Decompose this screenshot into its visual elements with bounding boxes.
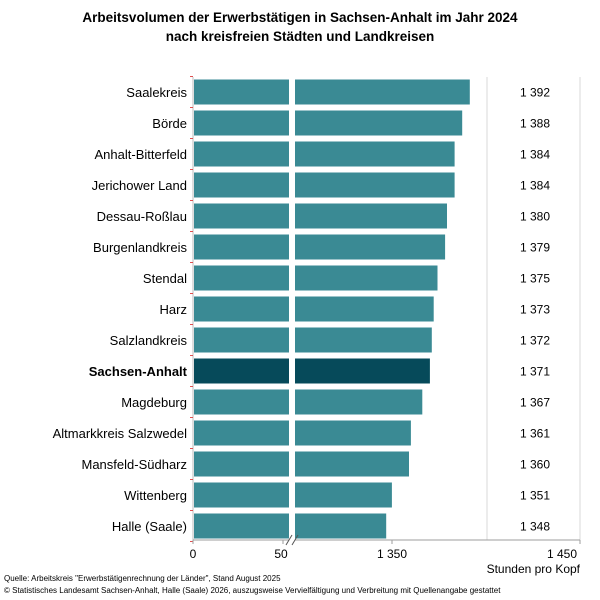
value-label: 1 348: [520, 520, 550, 534]
value-label: 1 373: [520, 303, 550, 317]
category-label: Halle (Saale): [112, 519, 187, 534]
bar-segment-left: [194, 141, 289, 167]
value-label: 1 379: [520, 241, 550, 255]
copyright-note: © Statistisches Landesamt Sachsen-Anhalt…: [4, 586, 501, 595]
bar: [295, 451, 409, 477]
value-label: 1 361: [520, 427, 550, 441]
axis-break-mark: [285, 534, 293, 546]
x-tick-label: 1 450: [547, 547, 577, 561]
bar-segment-left: [194, 296, 289, 322]
bar: [295, 203, 447, 229]
source-note: Quelle: Arbeitskreis "Erwerbstätigenrech…: [4, 574, 281, 583]
x-tick-label: 1 350: [377, 547, 407, 561]
bar: [295, 327, 432, 353]
bar-segment-left: [194, 79, 289, 105]
bar-segment-left: [194, 482, 289, 508]
bar: [295, 389, 423, 415]
category-label: Wittenberg: [124, 488, 187, 503]
category-label: Burgenlandkreis: [93, 240, 187, 255]
value-label: 1 367: [520, 396, 550, 410]
category-label: Dessau-Roßlau: [97, 209, 187, 224]
bar: [295, 172, 455, 198]
category-label: Altmarkkreis Salzwedel: [53, 426, 187, 441]
bar: [295, 265, 438, 291]
bar: [295, 482, 392, 508]
category-label: Magdeburg: [121, 395, 187, 410]
category-label: Sachsen-Anhalt: [89, 364, 188, 379]
bar: [295, 358, 430, 384]
bar: [295, 513, 387, 539]
value-label: 1 372: [520, 334, 550, 348]
x-axis-title: Stunden pro Kopf: [487, 562, 581, 576]
category-label: Saalekreis: [126, 85, 187, 100]
bar-segment-left: [194, 358, 289, 384]
x-tick-label: 50: [274, 547, 288, 561]
bar: [295, 141, 455, 167]
bar-segment-left: [194, 513, 289, 539]
value-label: 1 371: [520, 365, 550, 379]
category-label: Harz: [160, 302, 187, 317]
value-label: 1 392: [520, 86, 550, 100]
value-label: 1 388: [520, 117, 550, 131]
bar-segment-left: [194, 451, 289, 477]
bar-segment-left: [194, 234, 289, 260]
bar-segment-left: [194, 389, 289, 415]
bar-segment-left: [194, 327, 289, 353]
value-label: 1 384: [520, 148, 550, 162]
chart-title: Arbeitsvolumen der Erwerbstätigen in Sac…: [0, 8, 600, 46]
value-label: 1 375: [520, 272, 550, 286]
bar-segment-left: [194, 110, 289, 136]
chart-title-line-2: nach kreisfreien Städten und Landkreisen: [165, 29, 435, 44]
bar: [295, 420, 411, 446]
bar: [295, 234, 446, 260]
bar-segment-left: [194, 172, 289, 198]
chart-title-line-1: Arbeitsvolumen der Erwerbstätigen in Sac…: [82, 10, 518, 25]
value-label: 1 384: [520, 179, 550, 193]
value-label: 1 351: [520, 489, 550, 503]
value-label: 1 360: [520, 458, 550, 472]
bar: [295, 110, 463, 136]
category-label: Salzlandkreis: [110, 333, 188, 348]
category-label: Anhalt-Bitterfeld: [95, 147, 188, 162]
bar-segment-left: [194, 265, 289, 291]
bar: [295, 296, 434, 322]
category-label: Stendal: [143, 271, 187, 286]
category-label: Mansfeld-Südharz: [82, 457, 188, 472]
value-label: 1 380: [520, 210, 550, 224]
x-tick-label: 0: [190, 547, 197, 561]
axis-break-mark: [291, 534, 299, 546]
bar-segment-left: [194, 203, 289, 229]
category-label: Börde: [152, 116, 187, 131]
category-label: Jerichower Land: [92, 178, 187, 193]
bar-segment-left: [194, 420, 289, 446]
bar: [295, 79, 470, 105]
